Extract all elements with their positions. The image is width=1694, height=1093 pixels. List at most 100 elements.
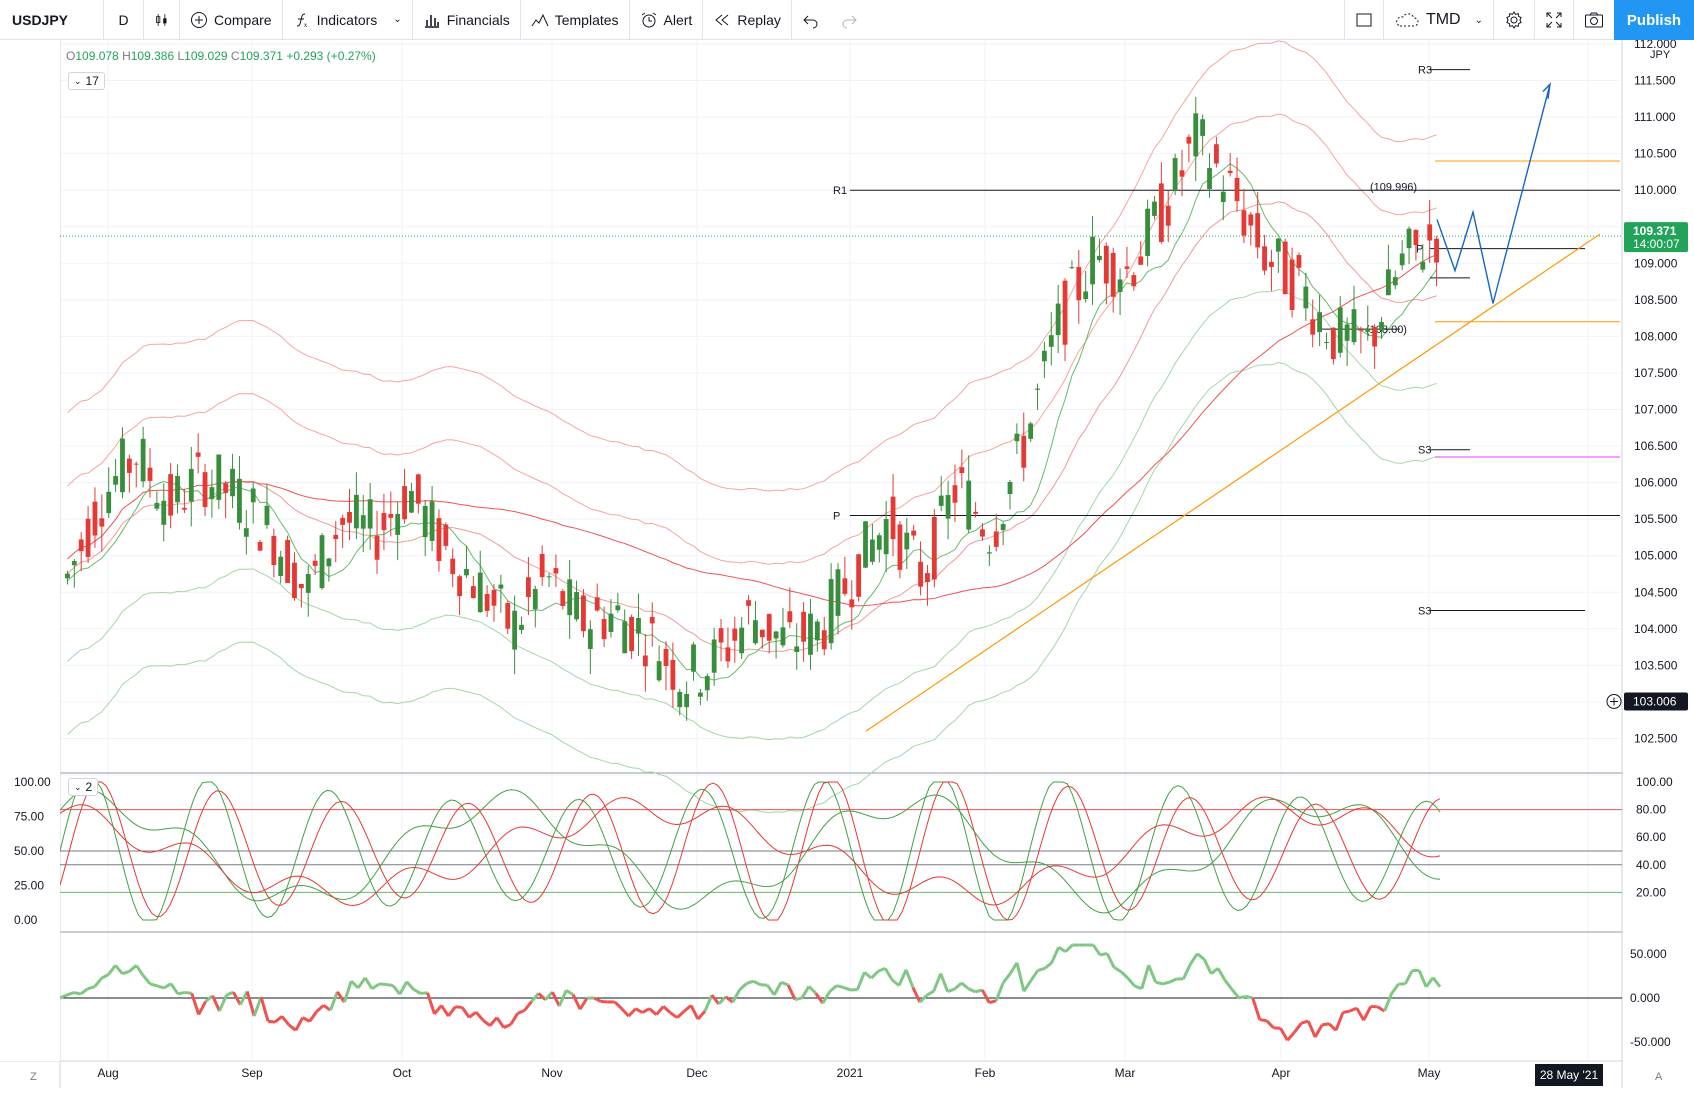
pivot-level-label-2: (108.00) xyxy=(1366,324,1407,336)
price-tick-label: 108.000 xyxy=(1634,329,1678,343)
price-tick-label: 107.000 xyxy=(1634,403,1678,417)
momentum-segment xyxy=(837,986,844,988)
chevron-down-icon[interactable]: ⌄ xyxy=(1475,15,1483,26)
candle-body xyxy=(1008,482,1013,494)
candles-icon xyxy=(154,11,169,29)
price-tick-label: 104.500 xyxy=(1634,585,1678,599)
chevron-down-icon: ⌄ xyxy=(74,76,82,87)
candle-body xyxy=(320,535,325,588)
momentum-segment xyxy=(455,1007,462,1008)
chevron-down-icon[interactable]: ⌄ xyxy=(393,14,401,25)
candle-body xyxy=(237,479,242,523)
pivot-p-recent-label: P xyxy=(1416,244,1423,256)
momentum-segment xyxy=(268,1021,275,1022)
publish-button[interactable]: Publish xyxy=(1614,0,1694,40)
candle-body xyxy=(1283,242,1288,294)
templates-button[interactable]: Templates xyxy=(521,0,630,40)
candle-body xyxy=(148,468,153,481)
fullscreen-layout-button[interactable] xyxy=(1344,0,1383,40)
candle-body xyxy=(134,464,139,465)
candle-body xyxy=(1042,351,1047,361)
indicators-label: Indicators xyxy=(317,12,378,28)
price-tick-label: 111.500 xyxy=(1634,74,1676,88)
candle-body xyxy=(1063,281,1068,345)
candle-body xyxy=(1180,170,1185,176)
indicators-collapse-button[interactable]: ⌄17 xyxy=(68,72,105,90)
candle-body xyxy=(443,524,448,545)
stoch-right-tick: 20.00 xyxy=(1636,885,1666,899)
candle-body xyxy=(1276,239,1281,252)
candle-body xyxy=(285,540,290,583)
candle-body xyxy=(1035,389,1040,390)
symbol-search[interactable]: USDJPY xyxy=(0,0,104,40)
pivot-s3b-label: S3 xyxy=(1418,606,1431,618)
candle-body xyxy=(1317,312,1322,332)
undo-button[interactable] xyxy=(792,0,830,40)
candle-body xyxy=(732,629,737,641)
price-tick-label: 111.000 xyxy=(1634,110,1676,124)
candle-body xyxy=(1166,206,1171,226)
candle-body xyxy=(753,620,758,643)
price-tick-label: 107.500 xyxy=(1634,366,1678,380)
candle-body xyxy=(127,459,132,473)
chart-type-button[interactable] xyxy=(144,0,180,40)
candle-body xyxy=(1434,239,1439,263)
price-tick-label: 104.000 xyxy=(1634,622,1678,636)
candle-body xyxy=(540,554,545,577)
osc-collapse-button[interactable]: ⌄2 xyxy=(68,778,98,796)
candle-body xyxy=(1269,262,1274,267)
bar-chart-icon xyxy=(423,11,441,29)
price-tick-label: 110.500 xyxy=(1634,147,1677,161)
candle-body xyxy=(306,574,311,593)
candle-body xyxy=(395,514,400,535)
redo-button[interactable] xyxy=(830,0,868,40)
time-tick-label: May xyxy=(1418,1066,1441,1080)
high-label: H xyxy=(122,49,131,63)
alert-button[interactable]: Alert xyxy=(630,0,704,40)
momentum-segment xyxy=(1322,1024,1329,1025)
candle-body xyxy=(519,625,524,630)
candle-body xyxy=(1076,267,1081,300)
candle-body xyxy=(588,629,593,649)
candle-body xyxy=(1297,255,1302,268)
layout-save-button[interactable]: TMD ⌄ xyxy=(1383,0,1493,40)
auto-scale-label: A xyxy=(1655,1071,1663,1083)
candle-body xyxy=(629,617,634,651)
candle-body xyxy=(168,474,173,515)
close-label: C xyxy=(231,49,240,63)
candle-body xyxy=(670,660,675,690)
indicators-button[interactable]: x Indicators ⌄ xyxy=(283,0,413,40)
candle-body xyxy=(347,512,352,523)
financials-button[interactable]: Financials xyxy=(413,0,521,40)
candle-body xyxy=(354,495,359,528)
replay-button[interactable]: Replay xyxy=(703,0,792,40)
undo-icon xyxy=(802,11,820,29)
settings-button[interactable] xyxy=(1493,0,1534,40)
stoch-right-tick: 80.00 xyxy=(1636,803,1666,817)
candle-body xyxy=(120,439,125,493)
interval-button[interactable]: D xyxy=(104,0,144,40)
momentum-segment xyxy=(157,986,164,988)
fullscreen-button[interactable] xyxy=(1534,0,1573,40)
momentum-segment xyxy=(122,971,129,973)
symbol-label: USDJPY xyxy=(12,12,68,28)
time-tick-label: Sep xyxy=(241,1066,263,1080)
candle-body xyxy=(161,501,166,525)
snapshot-button[interactable] xyxy=(1573,0,1614,40)
candle-body xyxy=(1338,307,1343,352)
candle-body xyxy=(1242,210,1247,235)
candle-body xyxy=(609,614,614,632)
candle-body xyxy=(1104,246,1109,284)
momentum-segment xyxy=(150,984,157,986)
candle-body xyxy=(409,491,414,513)
candle-body xyxy=(1420,262,1425,270)
candle-body xyxy=(99,518,104,526)
candle-body xyxy=(492,590,497,606)
templates-icon xyxy=(531,11,549,29)
compare-label: Compare xyxy=(214,12,272,28)
layout-name: TMD xyxy=(1426,11,1461,29)
candle-body xyxy=(505,603,510,629)
compare-button[interactable]: Compare xyxy=(180,0,283,40)
